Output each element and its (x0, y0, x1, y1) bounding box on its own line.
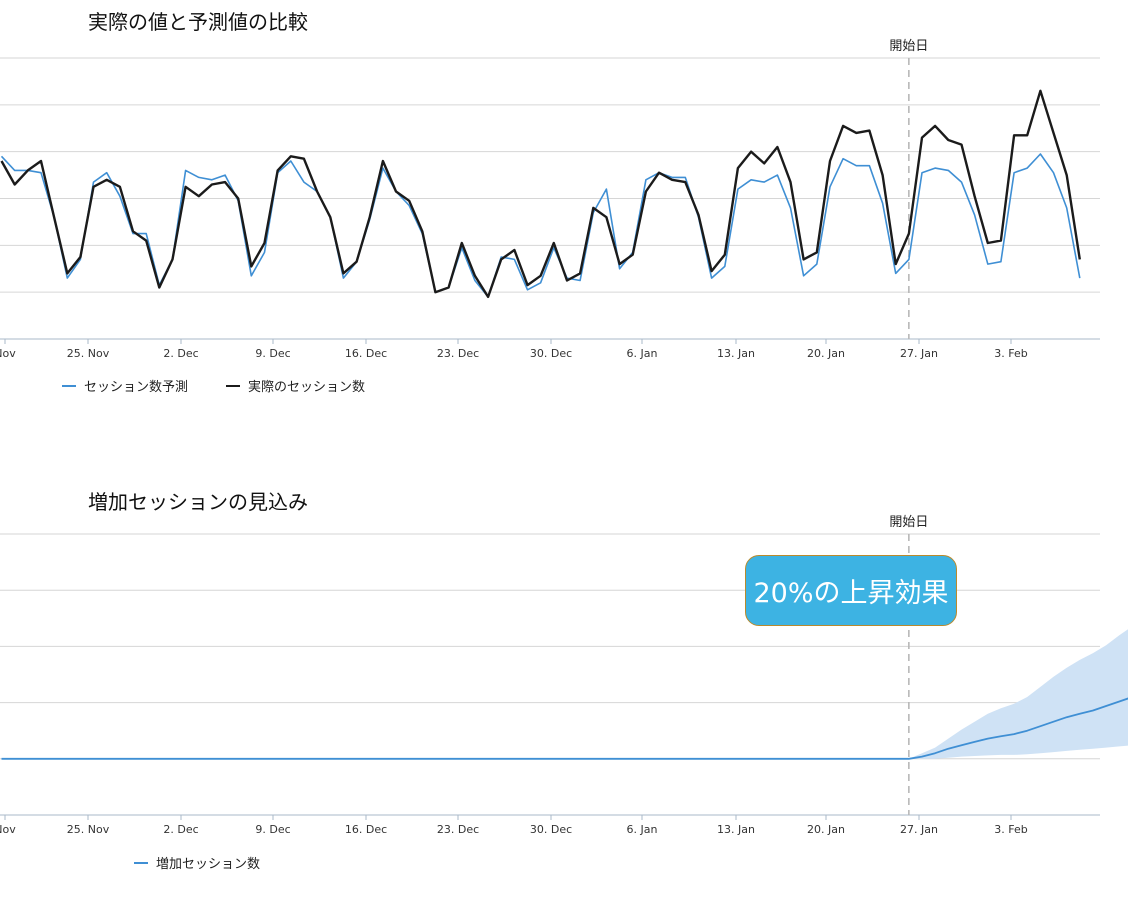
chart-title-incremental: 増加セッションの見込み (88, 490, 308, 514)
start-date-label: 開始日 (889, 39, 928, 54)
x-tick-label: 23. Dec (437, 347, 479, 360)
legend-forecast-label: セッション数予測 (84, 380, 189, 395)
confidence-band (908, 629, 1128, 759)
x-tick-label: 2. Dec (163, 823, 198, 836)
x-tick-label: 20. Jan (807, 823, 845, 836)
legend-actual-swatch (226, 384, 240, 387)
uplift-callout: 20%の上昇効果 (745, 555, 957, 626)
legend-forecast[interactable]: セッション数予測 (62, 376, 188, 395)
x-tick-label: 13. Jan (717, 347, 755, 360)
chart-title-comparison: 実際の値と予測値の比較 (88, 10, 308, 34)
incremental-chart: Nov 25. Nov 2. Dec 9. Dec 16. Dec 23. Dec 30. … (0, 515, 1128, 836)
x-tick-label: 30. Dec (530, 347, 572, 360)
x-tick-label: 16. Dec (345, 347, 387, 360)
x-tick-label: 23. Dec (437, 823, 479, 836)
x-tick-label: 27. Jan (900, 823, 938, 836)
x-tick-label: 30. Dec (530, 823, 572, 836)
legend-actual[interactable]: 実際のセッション数 (226, 376, 365, 395)
comparison-chart: Nov 25. Nov 2. Dec 9. Dec 16. Dec 23. Dec 30. … (0, 39, 1100, 360)
x-tick-label: Nov (0, 823, 16, 836)
x-tick-label: 20. Jan (807, 347, 845, 360)
x-tick-label: 25. Nov (67, 823, 110, 836)
legend-forecast-swatch (62, 384, 76, 387)
actual-series-line (0, 89, 1081, 299)
legend-incremental[interactable]: 増加セッション数 (134, 853, 260, 872)
x-tick-label: 6. Jan (627, 347, 658, 360)
x-tick-label: 9. Dec (255, 347, 290, 360)
x-tick-label: 2. Dec (163, 347, 198, 360)
legend-incremental-swatch (134, 861, 148, 864)
legend-actual-label: 実際のセッション数 (248, 380, 366, 395)
x-tick-label: 3. Feb (994, 823, 1027, 836)
x-tick-label: 16. Dec (345, 823, 387, 836)
forecast-series-line (0, 153, 1081, 298)
x-tick-label: 6. Jan (627, 823, 658, 836)
x-tick-label: 9. Dec (255, 823, 290, 836)
x-tick-label: 3. Feb (994, 347, 1027, 360)
x-tick-label: 13. Jan (717, 823, 755, 836)
legend-incremental-label: 増加セッション数 (156, 857, 261, 872)
start-date-label: 開始日 (889, 515, 928, 530)
incremental-series-line (1, 697, 1128, 760)
x-tick-label: 27. Jan (900, 347, 938, 360)
x-tick-label: 25. Nov (67, 347, 110, 360)
x-tick-label: Nov (0, 347, 16, 360)
